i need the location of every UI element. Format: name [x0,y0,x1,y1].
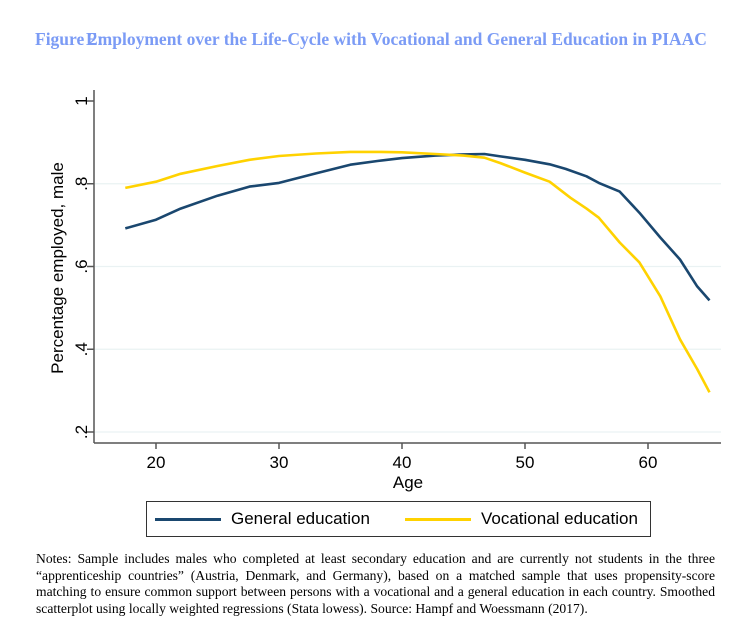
legend-swatch-vocational [405,517,471,521]
legend-label-vocational: Vocational education [481,509,638,528]
series-line-vocational [125,150,711,393]
y-axis-label: Percentage employed, male [48,162,67,374]
figure-notes: Notes: Sample includes males who complet… [36,551,715,616]
y-tick-label: .8 [72,177,91,191]
series [124,150,711,393]
y-tick-label: .4 [72,342,91,356]
y-tick-label: .6 [72,259,91,273]
gridlines [95,183,721,433]
figure-title-text: Employment over the Life-Cycle with Voca… [86,29,707,49]
x-tick-label: 40 [393,453,412,472]
x-axis-label: Age [393,473,423,492]
y-tick-label: .2 [72,425,91,439]
x-tick-label: 20 [147,453,166,472]
x-tick-label: 30 [270,453,289,472]
legend-label-general: General education [231,509,370,528]
chart-legend: General education Vocational education [146,501,651,537]
figure-number: Figure 2: [35,29,104,49]
legend-swatch-general [155,517,221,521]
x-tick-label: 60 [639,453,658,472]
y-tick-label: 1 [72,96,91,105]
legend-item-general: General education [155,502,370,536]
x-tick-label: 50 [516,453,535,472]
ticks: .2 .4 .6 .8 1 20 30 40 50 60 [72,96,657,472]
series-line-general [124,152,711,302]
legend-item-vocational: Vocational education [405,502,638,536]
line-chart: .2 .4 .6 .8 1 20 30 40 50 60 Age Percentage emplo… [48,90,721,492]
